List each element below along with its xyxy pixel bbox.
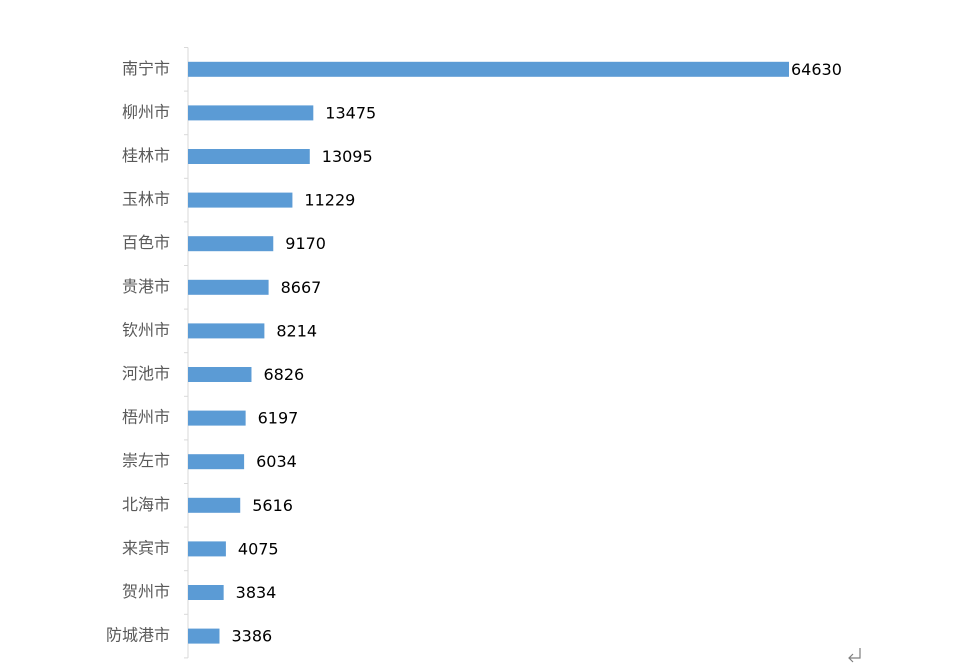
paragraph-mark bbox=[848, 648, 861, 663]
bar bbox=[188, 236, 274, 252]
data-label: 6034 bbox=[256, 452, 297, 471]
bar bbox=[188, 628, 220, 644]
data-label: 13475 bbox=[325, 103, 376, 122]
category-label: 南宁市 bbox=[122, 59, 170, 78]
bar bbox=[188, 149, 310, 164]
data-label: 8667 bbox=[281, 278, 322, 297]
data-label: 6826 bbox=[263, 365, 304, 384]
data-label: 3834 bbox=[236, 583, 277, 602]
data-label: 6197 bbox=[258, 409, 299, 428]
bar bbox=[188, 410, 246, 426]
data-label: 11229 bbox=[304, 191, 355, 210]
category-label: 钦州市 bbox=[122, 320, 170, 339]
data-label: 13095 bbox=[322, 147, 373, 166]
category-label: 来宾市 bbox=[122, 538, 170, 557]
data-label: 8214 bbox=[276, 321, 317, 340]
bar bbox=[188, 497, 241, 513]
category-label: 贵港市 bbox=[122, 277, 170, 296]
bar bbox=[188, 585, 224, 600]
category-label: 桂林市 bbox=[122, 146, 170, 165]
category-label: 梧州市 bbox=[122, 408, 170, 427]
category-label: 贺州市 bbox=[122, 582, 170, 601]
bar bbox=[188, 279, 269, 295]
data-label: 9170 bbox=[285, 234, 326, 253]
bar bbox=[188, 192, 293, 208]
category-label: 百色市 bbox=[122, 233, 170, 252]
bar bbox=[188, 367, 252, 382]
bar bbox=[188, 61, 789, 77]
data-label: 3386 bbox=[231, 627, 272, 646]
data-label: 64630 bbox=[791, 60, 842, 79]
category-label: 北海市 bbox=[122, 495, 170, 514]
bar bbox=[188, 454, 245, 470]
category-label: 防城港市 bbox=[106, 626, 170, 645]
category-label: 柳州市 bbox=[122, 102, 170, 121]
category-label: 玉林市 bbox=[122, 190, 170, 209]
data-label: 4075 bbox=[238, 539, 279, 558]
category-label: 崇左市 bbox=[122, 451, 170, 470]
bar bbox=[188, 105, 314, 121]
category-label: 河池市 bbox=[122, 364, 170, 383]
data-label: 5616 bbox=[252, 496, 293, 515]
bar bbox=[188, 323, 265, 339]
bar bbox=[188, 541, 226, 557]
